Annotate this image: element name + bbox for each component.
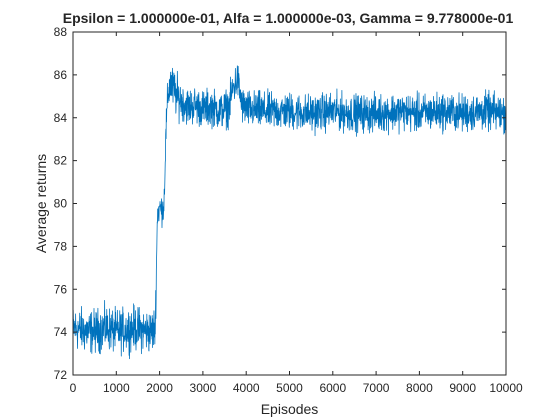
- x-tick-label: 4000: [233, 381, 260, 395]
- y-tick-label: 76: [54, 282, 68, 296]
- x-tick-label: 6000: [319, 381, 346, 395]
- y-axis-label: Average returns: [33, 154, 49, 253]
- plot-area: [73, 66, 506, 359]
- y-tick-label: 82: [54, 154, 68, 168]
- x-tick-label: 0: [70, 381, 77, 395]
- y-tick-label: 86: [54, 68, 68, 82]
- x-tick-label: 5000: [276, 381, 303, 395]
- series-line-average-returns: [73, 66, 506, 359]
- y-tick-label: 74: [54, 325, 68, 339]
- x-tick-label: 1000: [103, 381, 130, 395]
- x-tick-label: 3000: [190, 381, 217, 395]
- x-tick-label: 8000: [406, 381, 433, 395]
- y-tick-label: 80: [54, 197, 68, 211]
- y-tick-label: 84: [54, 111, 68, 125]
- x-axis-label: Episodes: [261, 401, 319, 417]
- y-tick-label: 78: [54, 239, 68, 253]
- chart-title: Epsilon = 1.000000e-01, Alfa = 1.000000e…: [63, 10, 514, 26]
- x-tick-label: 7000: [363, 381, 390, 395]
- x-tick-label: 2000: [146, 381, 173, 395]
- x-tick-label: 9000: [449, 381, 476, 395]
- y-tick-label: 88: [54, 25, 68, 39]
- x-tick-label: 10000: [489, 381, 523, 395]
- y-tick-label: 72: [54, 368, 68, 382]
